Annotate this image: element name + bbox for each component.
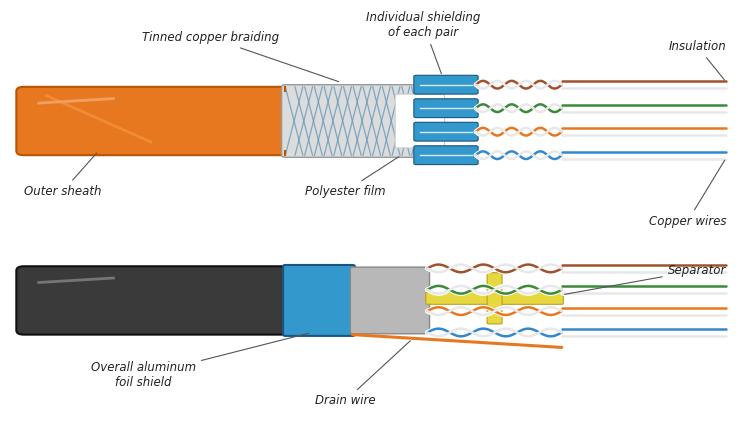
FancyBboxPatch shape	[487, 273, 502, 324]
FancyBboxPatch shape	[414, 75, 478, 94]
Text: Insulation: Insulation	[668, 40, 726, 80]
FancyBboxPatch shape	[426, 292, 563, 304]
FancyBboxPatch shape	[414, 122, 478, 141]
FancyBboxPatch shape	[414, 146, 478, 165]
FancyBboxPatch shape	[16, 87, 292, 155]
FancyBboxPatch shape	[16, 266, 292, 335]
Text: Tinned copper braiding: Tinned copper braiding	[142, 31, 339, 82]
Text: Individual shielding
of each pair: Individual shielding of each pair	[367, 11, 481, 74]
FancyBboxPatch shape	[350, 267, 430, 334]
Text: Drain wire: Drain wire	[315, 341, 410, 407]
Text: Copper wires: Copper wires	[649, 160, 726, 228]
Text: Separator: Separator	[565, 264, 726, 295]
FancyBboxPatch shape	[281, 85, 416, 157]
Text: Overall aluminum
foil shield: Overall aluminum foil shield	[91, 333, 309, 389]
FancyBboxPatch shape	[395, 94, 445, 148]
FancyBboxPatch shape	[283, 265, 355, 336]
Text: Outer sheath: Outer sheath	[24, 153, 101, 198]
FancyBboxPatch shape	[414, 99, 478, 117]
Text: Polyester film: Polyester film	[304, 157, 399, 198]
